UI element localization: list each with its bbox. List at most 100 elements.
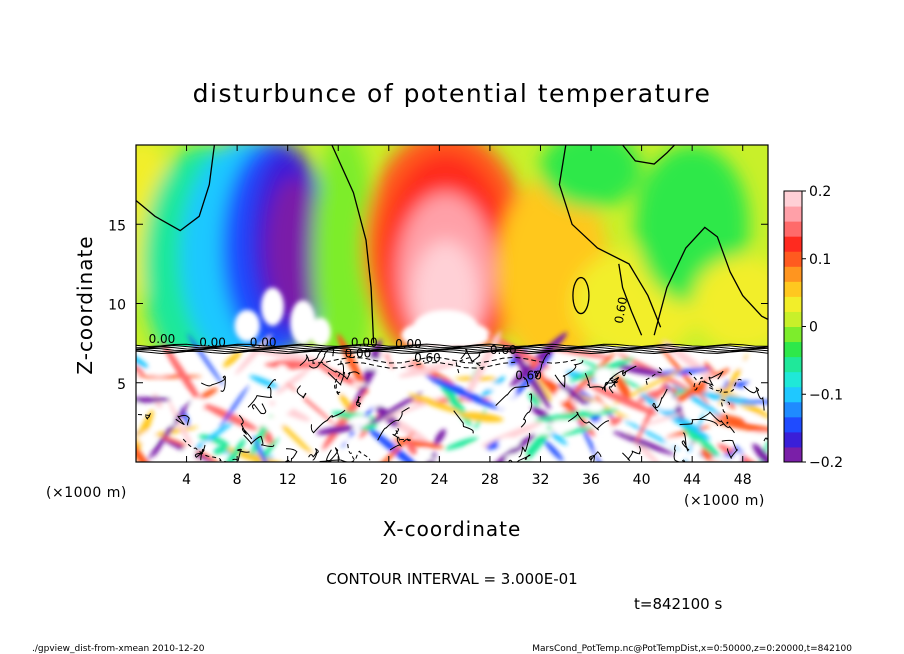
inversion-line (136, 343, 768, 348)
turbulence-gap (410, 417, 431, 429)
turbulence-patch (275, 368, 311, 395)
turbulence-gap (168, 393, 191, 399)
turbulence-contour (247, 378, 277, 408)
inversion-dashed (312, 356, 579, 364)
x-axis-label: X-coordinate (383, 517, 522, 541)
cold-core-patch (261, 287, 284, 326)
cold-core-patch (290, 300, 316, 345)
turbulence-gap (543, 367, 566, 380)
turbulence-contour (508, 454, 531, 462)
x-axis: 4 8 12 16 20 24 28 32 36 40 44 48 (182, 145, 752, 488)
turbulence-contour (308, 348, 335, 369)
x-tick-label: 48 (734, 472, 752, 488)
colorbar-swatch (784, 356, 802, 373)
turbulence-patch (219, 385, 249, 429)
turbulence-gap (416, 455, 435, 461)
turbulence-patch (213, 443, 230, 455)
anomaly-blob (540, 145, 642, 209)
boundary-layer-field (136, 331, 768, 462)
cold-core-patch (234, 309, 260, 342)
turbulence-patch (222, 438, 246, 462)
anomaly-blob (692, 255, 768, 352)
turbulence-patch (612, 431, 675, 455)
contour-label: 0.60 (414, 351, 441, 365)
turbulence-gap (167, 413, 175, 427)
turbulence-contour (679, 418, 719, 427)
turbulence-patch (202, 403, 258, 431)
x-tick-label: 20 (380, 472, 398, 488)
contour-labels: 0.00 0.00 0.00 0.000.600.600.000.000.600.60 (149, 296, 631, 383)
turbulence-patch (490, 432, 537, 462)
turbulence-patch (252, 434, 275, 462)
x-unit-right: (×1000 m) (684, 493, 765, 509)
turbulence-contour (763, 437, 768, 442)
turbulence-gap (389, 351, 411, 365)
turbulence-contour (322, 363, 360, 380)
turbulence-gap (141, 430, 157, 445)
turbulence-gap (586, 401, 605, 413)
plot-area: 0.00 0.00 0.00 0.000.600.600.000.000.600.60 (136, 145, 768, 462)
turbulence-gap (136, 401, 140, 411)
turbulence-gap (351, 382, 367, 387)
turbulence-patch (558, 383, 588, 406)
colorbar-swatch (784, 401, 802, 418)
turbulence-patch (587, 384, 658, 416)
turbulence-patch (643, 412, 684, 426)
turbulence-gap (468, 445, 485, 452)
contour-line (618, 263, 643, 336)
colorbar-tick-label: 0 (809, 320, 818, 336)
turbulence-contour (518, 432, 531, 458)
turbulence-patch (459, 412, 504, 423)
upper-contours (136, 145, 768, 344)
turbulence-patch (543, 440, 564, 462)
y-tick-label: 10 (108, 298, 126, 314)
turbulence-gap (149, 386, 174, 394)
colorbar-swatch (784, 296, 802, 312)
turbulence-gap (202, 441, 214, 446)
contour-label: 0.60 (515, 369, 542, 383)
turbulence-contour (520, 393, 533, 428)
warm-core-patch (439, 322, 490, 348)
contour-loop (572, 276, 590, 315)
turbulence-gap (594, 367, 614, 381)
inversion-dashed (337, 361, 516, 369)
turbulence-gap (684, 451, 696, 461)
turbulence-gap (500, 398, 519, 411)
colorbar-swatch (784, 431, 802, 448)
time-stamp: t=842100 s (634, 595, 722, 613)
turbulence-contour (194, 444, 206, 461)
turbulence-gap (732, 360, 753, 370)
x-tick-label: 16 (329, 472, 347, 488)
turbulence-contour (719, 398, 731, 427)
inversion-line (136, 347, 768, 352)
footer-left: ./gpview_dist-from-xmean 2010-12-20 (32, 644, 205, 654)
turbulence-patch (136, 423, 165, 462)
turbulence-gap (296, 453, 318, 462)
turbulence-patch (712, 420, 768, 436)
turbulence-patch (655, 367, 711, 376)
colorbar-swatch (784, 281, 802, 297)
turbulence-patch (322, 387, 368, 451)
turbulence-gap (497, 437, 520, 449)
turbulence-patch (615, 375, 631, 399)
turbulence-patch (386, 353, 394, 369)
colorbar-swatch (784, 416, 802, 433)
turbulence-contour (554, 360, 584, 388)
contour-label: 0.60 (490, 343, 517, 357)
colorbar-tick-label: −0.1 (809, 387, 843, 403)
turbulence-gap (316, 385, 324, 396)
turbulence-patch (273, 416, 317, 458)
turbulence-gap (593, 420, 612, 433)
saturated-patches (234, 287, 490, 348)
turbulence-patch (713, 413, 746, 423)
x-tick-label: 12 (279, 472, 297, 488)
turbulence-contour (347, 444, 371, 462)
turbulence-contour (296, 385, 307, 399)
turbulence-patch (234, 334, 273, 375)
y-axis: 5 10 15 (108, 218, 768, 393)
turbulence-patch (198, 387, 218, 400)
contour-label: 0.00 (149, 332, 176, 346)
turbulence-patch (186, 419, 237, 456)
colorbar: 0.2 0.1 0 −0.1 −0.2 (783, 184, 843, 471)
